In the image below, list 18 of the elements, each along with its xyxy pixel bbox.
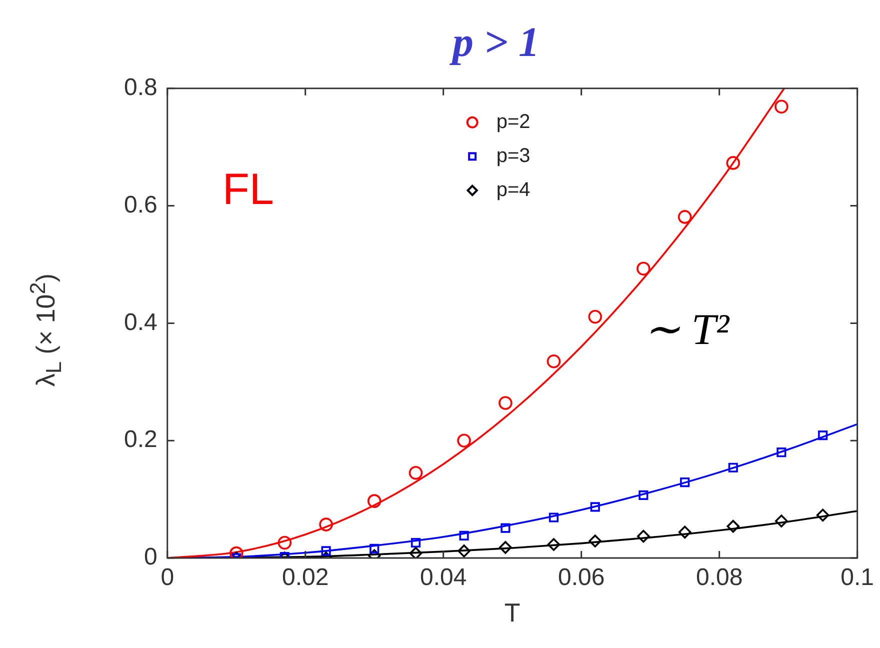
x-axis-title: T <box>504 598 520 628</box>
legend-label: p=4 <box>496 178 530 201</box>
y-tick-label: 0 <box>144 544 158 571</box>
x-tick-label: 0.04 <box>420 564 467 592</box>
x-tick-label: 0.06 <box>558 564 605 592</box>
annotation: ∼ T² <box>643 305 730 354</box>
x-tick-label: 0.08 <box>696 564 743 592</box>
y-tick-label: 0.8 <box>124 74 158 102</box>
x-tick-label: 0.1 <box>840 564 874 592</box>
chart-title: p > 1 <box>450 20 540 66</box>
y-tick-label: 0.2 <box>124 426 158 454</box>
x-tick-label: 0 <box>160 564 174 592</box>
legend-label: p=3 <box>496 144 530 167</box>
x-tick-label: 0.02 <box>282 564 329 592</box>
y-tick-label: 0.4 <box>124 308 158 336</box>
legend-label: p=2 <box>496 110 530 133</box>
y-tick-label: 0.6 <box>124 191 158 218</box>
annotation: FL <box>222 164 274 214</box>
